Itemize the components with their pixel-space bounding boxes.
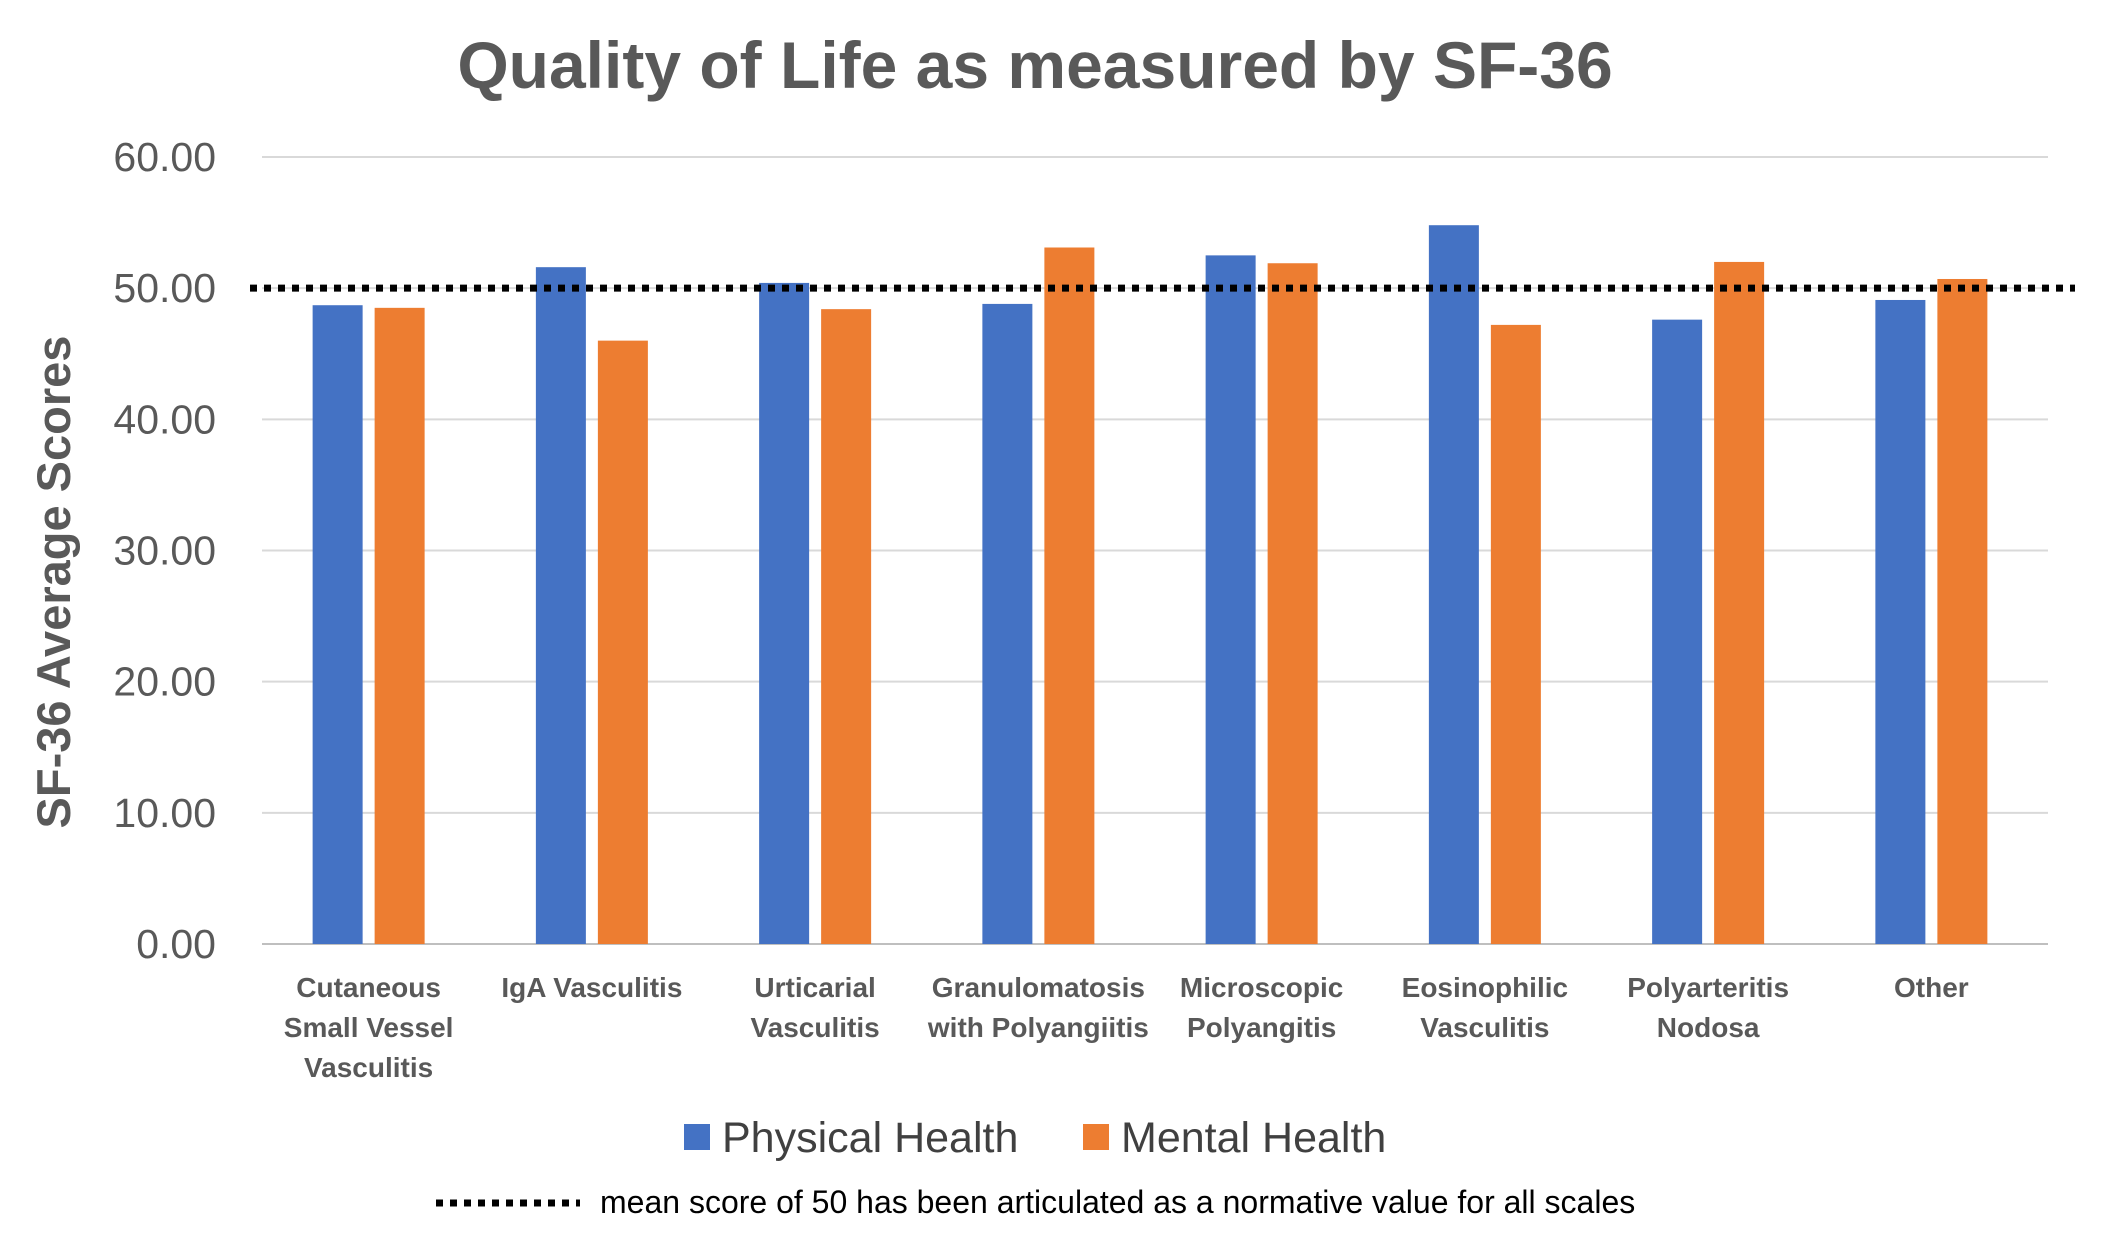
y-axis-label: SF-36 Average Scores bbox=[27, 336, 80, 829]
bar-mental-health bbox=[1044, 247, 1095, 944]
bar-mental-health bbox=[821, 309, 872, 944]
legend-label: Physical Health bbox=[722, 1114, 1018, 1162]
reference-line-note: mean score of 50 has been articulated as… bbox=[600, 1184, 1635, 1220]
legend: Physical Health Mental Health mean score o… bbox=[436, 1114, 1635, 1220]
y-axis-ticks: 0.00 10.00 20.00 30.00 40.00 50.00 60.00 bbox=[113, 134, 216, 967]
bar-mental-health bbox=[374, 307, 425, 944]
x-tick-label: Eosinophilic Vasculitis bbox=[1402, 972, 1568, 1043]
bar-physical-health bbox=[535, 267, 586, 944]
bar-mental-health bbox=[1267, 263, 1318, 944]
x-tick-label: Granulomatosis with Polyangiitis bbox=[927, 972, 1149, 1043]
x-tick-label: Other bbox=[1894, 972, 1969, 1003]
bar-physical-health bbox=[759, 282, 810, 944]
x-tick-label: Cutaneous Small Vessel Vasculitis bbox=[284, 972, 454, 1083]
bar-mental-health bbox=[1490, 324, 1541, 945]
bar-physical-health bbox=[1652, 319, 1703, 944]
x-axis-ticks: Cutaneous Small Vessel Vasculitis IgA Vascu… bbox=[284, 972, 1969, 1083]
y-tick-label: 20.00 bbox=[113, 659, 216, 705]
x-tick-label: Polyarteritis Nodosa bbox=[1627, 972, 1789, 1043]
bar-mental-health bbox=[1714, 261, 1765, 944]
x-tick-label: IgA Vasculitis bbox=[501, 972, 682, 1003]
bars bbox=[312, 225, 1988, 945]
bar-physical-health bbox=[982, 303, 1033, 944]
legend-swatch-physical-health bbox=[684, 1124, 710, 1150]
legend-swatch-mental-health bbox=[1083, 1124, 1109, 1150]
y-tick-label: 30.00 bbox=[113, 528, 216, 574]
x-tick-label: Urticarial Vasculitis bbox=[751, 972, 880, 1043]
y-tick-label: 60.00 bbox=[113, 134, 216, 180]
gridlines bbox=[262, 156, 2048, 945]
y-tick-label: 50.00 bbox=[113, 265, 216, 311]
chart-title: Quality of Life as measured by SF-36 bbox=[457, 28, 1612, 102]
y-tick-label: 0.00 bbox=[136, 921, 216, 967]
legend-label: Mental Health bbox=[1121, 1114, 1386, 1162]
bar-physical-health bbox=[1205, 255, 1256, 944]
bar-physical-health bbox=[1875, 299, 1926, 944]
bar-mental-health bbox=[597, 340, 648, 945]
bar-physical-health bbox=[312, 305, 363, 944]
y-tick-label: 10.00 bbox=[113, 790, 216, 836]
bar-mental-health bbox=[1937, 278, 1988, 944]
bar-physical-health bbox=[1428, 225, 1479, 944]
y-tick-label: 40.00 bbox=[113, 396, 216, 442]
x-tick-label: Microscopic Polyangitis bbox=[1180, 972, 1343, 1043]
